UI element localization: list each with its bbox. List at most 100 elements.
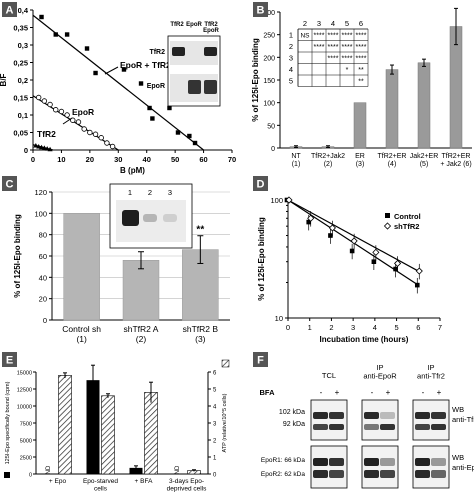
y-tick-label: 250 (263, 33, 275, 40)
bar (353, 102, 367, 149)
blot-band (380, 424, 395, 430)
blot-band (329, 458, 344, 466)
point-epor (58, 108, 65, 115)
blot-band (380, 470, 395, 478)
point-control (414, 282, 420, 288)
annotation-arrow (104, 66, 119, 75)
point-shtfr2 (285, 196, 293, 204)
blot-band (313, 458, 328, 466)
y-tick-label: 0 (271, 146, 275, 153)
blot-frame (310, 399, 348, 441)
blot-band (172, 47, 185, 56)
nd-label: ND (175, 465, 181, 474)
y-tick-label: 150 (263, 78, 275, 85)
bar-epo-binding (86, 380, 100, 474)
y-axis-label: % of 125I-Epo binding (251, 38, 260, 122)
blot-band (329, 424, 344, 430)
x-tick-label: 30 (114, 155, 122, 164)
bar-epo-binding (129, 467, 143, 474)
point-epor (109, 143, 116, 150)
table-cell: * (346, 67, 349, 74)
significance-star: ** (196, 225, 204, 236)
x-tick-label: ER (3) (355, 153, 365, 168)
blot-row-label: TfR2 (149, 49, 165, 56)
bfa-plus: + (386, 388, 391, 397)
point-epor (53, 107, 59, 113)
table-col-label: 4 (331, 19, 335, 28)
table-cell: **** (314, 33, 325, 40)
x-tick-label: 40 (143, 155, 151, 164)
blot-band (364, 424, 379, 430)
x-tick-label: 0 (31, 155, 35, 164)
y-tick-label: 0,4 (18, 6, 29, 15)
bfa-minus: - (371, 388, 374, 397)
y-tick-label: 5 (213, 388, 217, 394)
annotation-arrow (62, 117, 73, 125)
annotation-tfr2: TfR2 (37, 129, 56, 139)
legend-label: shTfR2 (394, 222, 419, 231)
point-tfr2 (41, 145, 47, 150)
bar-atp (101, 395, 115, 475)
blot-lane-label: TfR2 (170, 22, 184, 28)
inset-blot: 1 2 3 (109, 183, 193, 249)
blot-band (431, 424, 446, 430)
y-tick-label: 100 (270, 196, 283, 205)
panel-E: 0 2500 5000 7500 10000 12500 15000 0 1 2 3 4 5 6 125I-… (4, 359, 230, 492)
bar (417, 62, 431, 149)
point-shtfr2 (394, 259, 402, 268)
y-tick-label: 0 (213, 473, 217, 479)
blot-band (329, 470, 344, 478)
x-tick-label: + BFA (135, 478, 154, 485)
blot-band (364, 470, 379, 478)
point-epor (75, 119, 82, 125)
y-tick-label: 6 (213, 371, 217, 377)
x-axis-label: Incubation time (hours) (320, 335, 409, 344)
blot-band (431, 412, 446, 419)
y-tick-label: 20 (39, 295, 47, 304)
table-col-label: 3 (317, 19, 321, 28)
y-tick-label: 10 (275, 314, 283, 323)
blot-frame (412, 399, 450, 441)
table-cell: **** (328, 56, 339, 63)
point-epor-tfr2 (147, 105, 152, 111)
y-tick-label: 0 (24, 146, 28, 155)
point-epor-tfr2 (121, 67, 127, 72)
fit-line (32, 14, 204, 151)
bfa-plus: + (437, 388, 442, 397)
y-tick-label: 0,1 (18, 111, 28, 120)
bfa-minus: - (422, 388, 425, 397)
x-tick-label: 70 (228, 155, 236, 164)
x-tick-label: 1 (308, 323, 312, 332)
blot-band (415, 412, 430, 419)
y-axis-label: % of 125I-Epo binding (257, 217, 266, 301)
table-cell: **** (356, 33, 367, 40)
point-epor-tfr2 (138, 81, 144, 86)
blot-band (380, 412, 395, 419)
panel-label-C: C (2, 176, 17, 191)
fit-line (32, 95, 119, 151)
blot-band (415, 424, 430, 430)
blot-frame (361, 445, 399, 489)
blot-band (415, 458, 430, 466)
blot-frame (310, 445, 348, 489)
y-axis-label-left: 125I-Epo specifically bound (cpm) (5, 381, 11, 464)
y-tick-label: 0,3 (18, 41, 28, 50)
x-tick-label: NT (1) (291, 153, 301, 168)
panel-label-box (2, 2, 17, 17)
x-tick-label: shTfR2 B (3) (183, 324, 219, 344)
y-axis-label: B/F (0, 73, 8, 86)
bar-atp (58, 375, 72, 475)
point-epor-tfr2 (53, 32, 58, 37)
blot-lane-label: 3 (168, 188, 172, 197)
y-tick-label: 12500 (17, 388, 32, 394)
blot-band (163, 214, 177, 222)
y-tick-label: 2500 (20, 456, 32, 462)
annotation-epor-tfr2: EpoR + TfR2 (120, 60, 171, 70)
fit-line (287, 199, 419, 272)
blot-band (143, 214, 157, 222)
point-tfr2 (44, 146, 50, 151)
x-tick-label: shTfR2 A (2) (124, 324, 159, 344)
blot-lane-label: TfR2 EpoR (203, 22, 219, 34)
panel-label-box (253, 176, 268, 191)
point-tfr2 (39, 144, 45, 150)
